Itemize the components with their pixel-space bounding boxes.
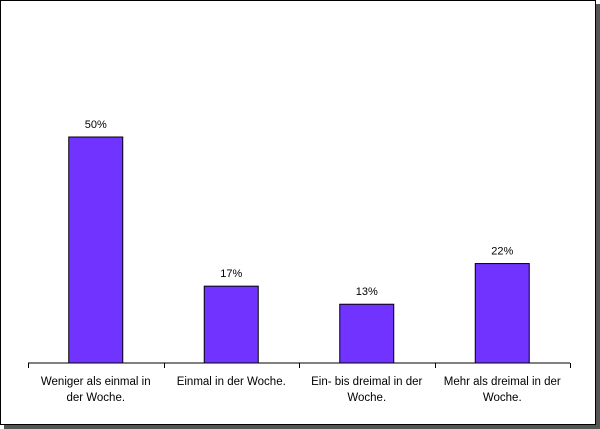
category-label-line: der Woche. [66, 392, 125, 404]
data-label: 22% [491, 246, 513, 258]
data-label: 13% [356, 286, 378, 298]
category-label: Mehr als dreimal in der Woche. [444, 376, 561, 404]
bar [339, 303, 395, 364]
data-label: 50% [85, 119, 107, 131]
category-label-line: Ein- bis dreimal in der [311, 376, 422, 388]
category-label: Einmal in der Woche. [177, 376, 286, 388]
category-label-line: Einmal in der Woche. [177, 376, 286, 388]
category-label-line: Weniger als einmal in [41, 376, 151, 388]
category-label-line: Woche. [347, 392, 386, 404]
data-label: 17% [220, 268, 242, 280]
bar [68, 136, 124, 364]
category-label: Weniger als einmal in der Woche. [41, 376, 151, 404]
bar [474, 263, 530, 364]
category-label-line: Mehr als dreimal in der [444, 376, 561, 388]
category-label-line: Woche. [483, 392, 522, 404]
bar [203, 285, 259, 364]
category-label: Ein- bis dreimal in der Woche. [311, 376, 422, 404]
